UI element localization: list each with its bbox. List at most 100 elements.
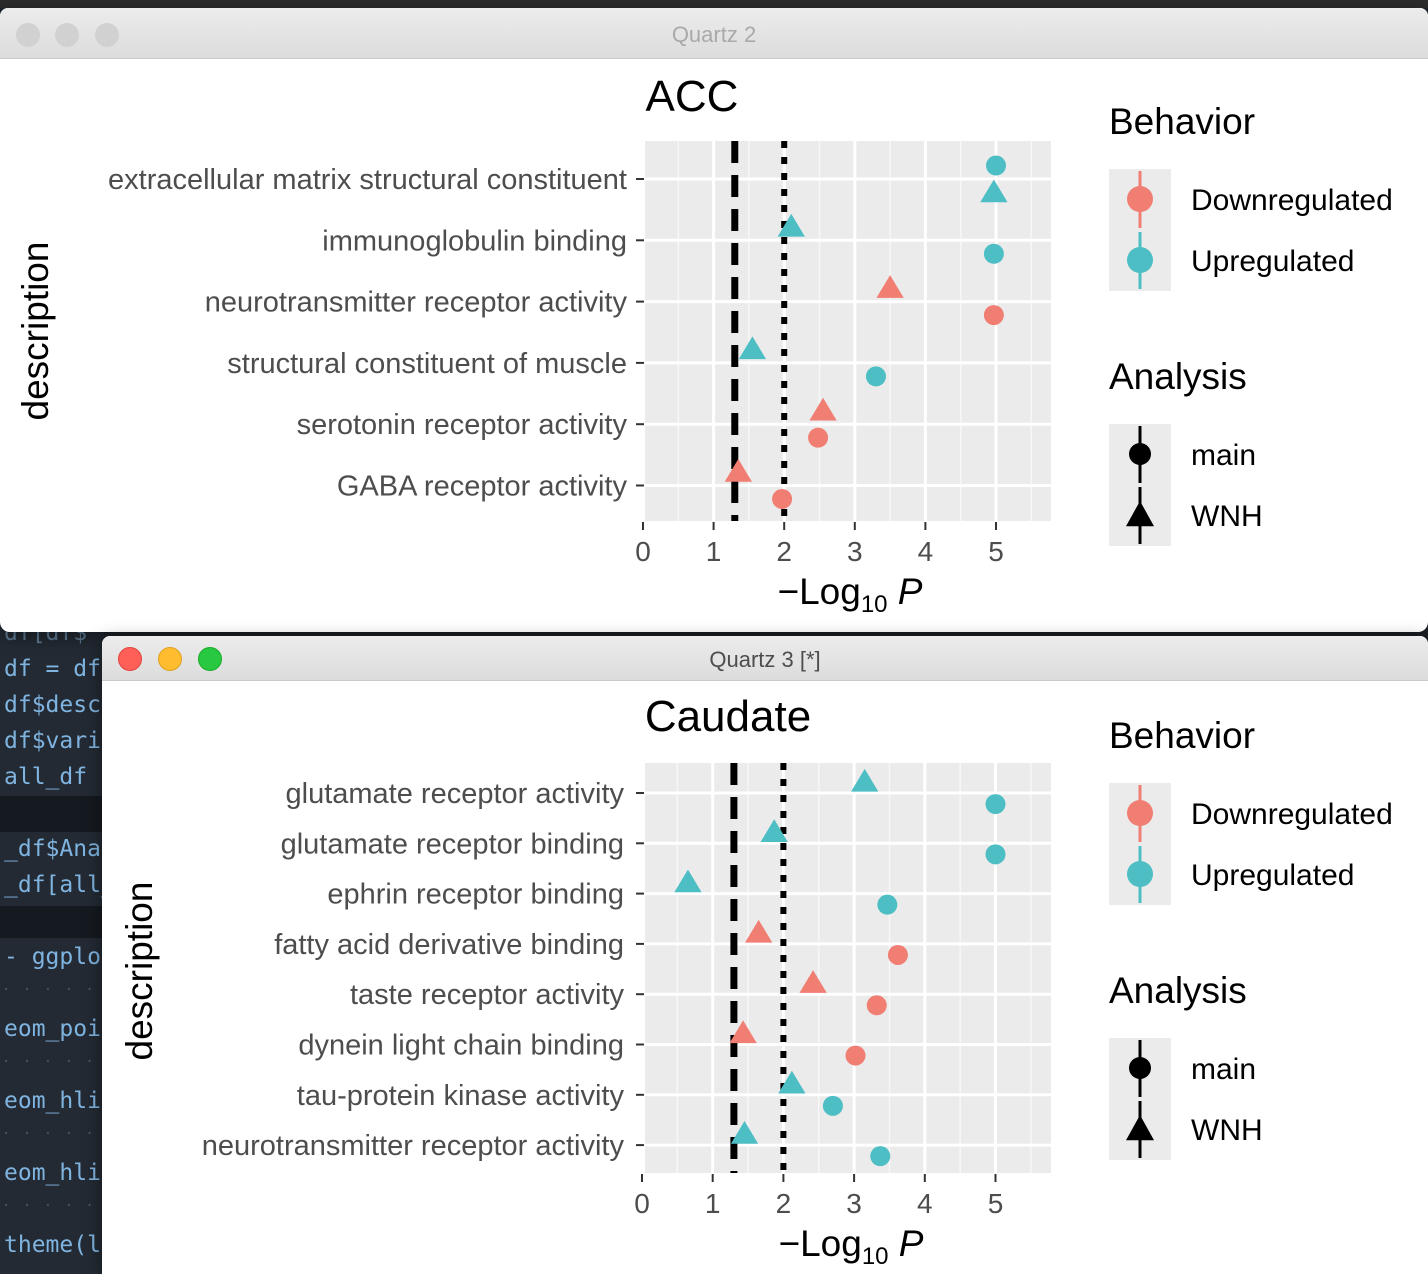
point-main-downregulated: [983, 305, 1004, 326]
code-line: eom_poin: [4, 1016, 104, 1042]
x-tick-label: 4: [917, 1188, 933, 1219]
point-main-downregulated: [808, 427, 829, 448]
zoom-button[interactable]: [95, 23, 119, 47]
code-line: _df[all_: [4, 872, 104, 898]
panel-background: [645, 763, 1051, 1173]
legend-key-point: [1129, 443, 1151, 465]
code-line: df$desc: [4, 692, 101, 718]
code-line: eom_hlin: [4, 1160, 104, 1186]
point-main-downregulated: [887, 944, 908, 965]
code-line: _df$Anal: [4, 836, 104, 862]
y-tick-label: fatty acid derivative binding: [274, 929, 624, 961]
quartz-window-acc[interactable]: Quartz 2 ACC GABA receptor activity seroto…: [0, 8, 1428, 632]
window-titlebar[interactable]: Quartz 2: [0, 8, 1428, 59]
point-wnh-upregulated: [760, 819, 788, 842]
indent-guides: · · · · · ·: [2, 1198, 96, 1214]
point-main-downregulated: [866, 995, 887, 1016]
y-tick-label: dynein light chain binding: [298, 1030, 624, 1062]
y-tick-label: glutamate receptor binding: [281, 828, 624, 860]
x-tick-label: 2: [776, 536, 792, 567]
indent-guides: · · · · · ·: [2, 982, 96, 998]
legend-label-behavior: Downregulated: [1191, 798, 1393, 831]
y-tick-label: glutamate receptor activity: [286, 778, 625, 810]
plot-title: ACC: [646, 72, 739, 121]
point-main-downregulated: [845, 1045, 866, 1066]
point-wnh-upregulated: [851, 768, 879, 792]
point-main-upregulated: [983, 243, 1004, 264]
point-wnh-upregulated: [980, 179, 1008, 203]
x-tick-label: 5: [988, 1188, 1004, 1219]
y-tick-label: structural constituent of muscle: [227, 348, 627, 380]
editor-empty-line: [0, 906, 104, 938]
point-main-upregulated: [986, 155, 1006, 176]
legend-key-point: [1127, 861, 1153, 887]
point-wnh-upregulated: [778, 1070, 806, 1094]
legend-key-point: [1127, 186, 1153, 212]
point-wnh-upregulated: [730, 1121, 759, 1144]
point-main-upregulated: [985, 844, 1006, 865]
x-axis-label: −Log10 P: [777, 571, 922, 618]
point-main-upregulated: [865, 366, 886, 387]
point-main-upregulated: [870, 1146, 891, 1167]
x-tick-label: 2: [776, 1188, 792, 1219]
x-tick-label: 4: [918, 536, 934, 567]
y-tick-label: GABA receptor activity: [337, 471, 628, 503]
window-titlebar[interactable]: Quartz 3 [*]: [102, 636, 1428, 681]
code-line: - ggplot: [4, 944, 104, 970]
legend-label-analysis: main: [1191, 439, 1256, 472]
y-tick-label: neurotransmitter receptor activity: [205, 287, 628, 319]
y-tick-label: immunoglobulin binding: [322, 225, 627, 257]
point-wnh-upregulated: [738, 336, 767, 360]
x-tick-label: 0: [635, 536, 651, 567]
legend-label-behavior: Downregulated: [1191, 184, 1393, 217]
window-title: Quartz 2: [671, 22, 757, 47]
plot-acc: ACC GABA receptor activity serotonin recep…: [15, 72, 1393, 618]
plot-title: Caudate: [645, 692, 811, 741]
point-main-upregulated: [822, 1095, 843, 1116]
x-tick-label: 3: [847, 536, 863, 567]
point-wnh-downregulated: [809, 397, 837, 421]
close-button[interactable]: [16, 23, 40, 47]
point-wnh-downregulated: [876, 275, 904, 298]
minimize-button[interactable]: [55, 23, 79, 47]
x-tick-label: 1: [706, 536, 722, 567]
point-wnh-downregulated: [729, 1020, 757, 1044]
plot-caudate: Caudate neurotransmitter receptor activit…: [119, 692, 1393, 1270]
point-wnh-downregulated: [724, 459, 752, 482]
code-line: eom_hlin: [4, 1088, 104, 1114]
indent-guides: · · · · · ·: [2, 1126, 96, 1142]
indent-guides: · · · · · ·: [2, 1054, 96, 1070]
legend-key-point: [1127, 800, 1153, 826]
editor-empty-line: [0, 796, 104, 832]
legend-key-point: [1129, 1057, 1151, 1079]
code-editor-background: df[df$ df = df df$desc df$vari all_df _d…: [0, 620, 104, 1274]
x-axis-label: −Log10 P: [778, 1223, 923, 1270]
point-wnh-upregulated: [777, 213, 805, 237]
background-desktop-bar: [0, 0, 1428, 8]
code-line: df = df: [4, 656, 101, 682]
legend-title-analysis: Analysis: [1109, 356, 1247, 397]
x-tick-label: 5: [988, 536, 1004, 567]
y-tick-label: extracellular matrix structural constitu…: [108, 164, 627, 196]
x-tick-label: 3: [846, 1188, 862, 1219]
y-axis-label: description: [15, 242, 56, 421]
point-wnh-downregulated: [799, 970, 827, 993]
point-wnh-downregulated: [745, 919, 773, 943]
y-tick-label: tau-protein kinase activity: [297, 1080, 625, 1112]
code-line: all_df: [4, 764, 88, 790]
point-main-upregulated: [985, 794, 1006, 815]
minimize-button[interactable]: [158, 647, 182, 671]
code-line: theme(l: [4, 1232, 101, 1258]
y-axis-label: description: [119, 882, 160, 1061]
legend-title-behavior: Behavior: [1109, 715, 1255, 756]
y-tick-label: neurotransmitter receptor activity: [202, 1130, 625, 1162]
zoom-button[interactable]: [198, 647, 222, 671]
y-tick-label: taste receptor activity: [350, 979, 624, 1011]
legend-label-analysis: main: [1191, 1053, 1256, 1086]
x-tick-label: 1: [705, 1188, 721, 1219]
close-button[interactable]: [118, 647, 142, 671]
quartz-window-caudate[interactable]: Quartz 3 [*] Caudate neurotransmitter rec…: [102, 636, 1428, 1274]
y-tick-label: serotonin receptor activity: [297, 409, 628, 441]
legend-label-analysis: WNH: [1191, 1114, 1263, 1147]
x-tick-label: 0: [634, 1188, 650, 1219]
